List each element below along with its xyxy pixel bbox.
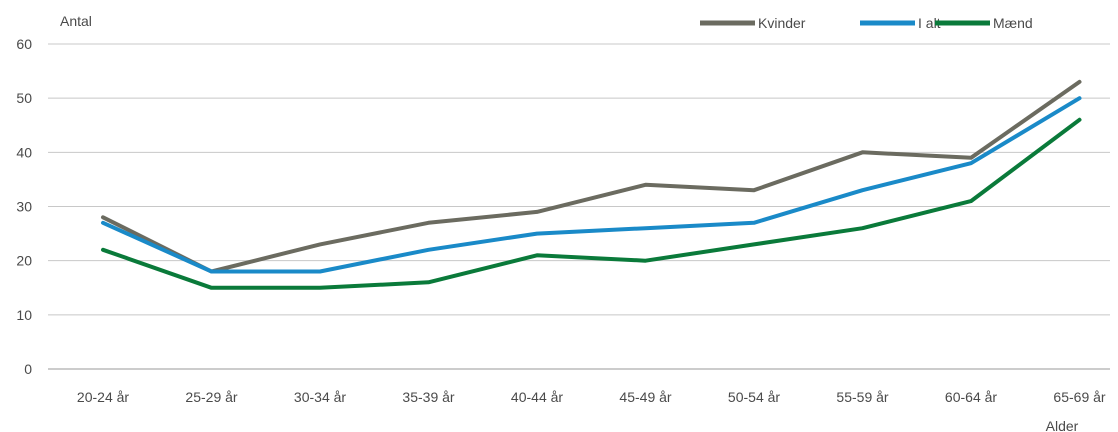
y-axis-ticks: 0 10 20 30 40 50 60 [16, 36, 32, 377]
series-lines [101, 79, 1082, 290]
x-tick-label: 60-64 år [945, 389, 997, 405]
y-tick-label: 20 [16, 253, 32, 269]
x-tick-label: 55-59 år [836, 389, 888, 405]
x-tick-label: 50-54 år [728, 389, 780, 405]
x-tick-label: 35-39 år [402, 389, 454, 405]
legend: Kvinder I alt Mænd [700, 15, 1033, 31]
y-tick-label: 50 [16, 90, 32, 106]
y-tick-label: 60 [16, 36, 32, 52]
y-tick-label: 30 [16, 199, 32, 215]
y-tick-label: 0 [24, 361, 32, 377]
x-tick-label: 30-34 år [294, 389, 346, 405]
x-axis-ticks: 20-24 år 25-29 år 30-34 år 35-39 år 40-44 år… [77, 389, 1106, 405]
y-tick-label: 40 [16, 144, 32, 160]
legend-label-mænd: Mænd [993, 15, 1033, 31]
x-tick-label: 25-29 år [185, 389, 237, 405]
legend-label-kvinder: Kvinder [758, 15, 806, 31]
x-tick-label: 20-24 år [77, 389, 129, 405]
y-tick-label: 10 [16, 307, 32, 323]
series-line-kvinder [101, 79, 1082, 274]
legend-label-i-alt: I alt [918, 15, 941, 31]
series-line-i-alt [101, 96, 1082, 274]
x-tick-label: 45-49 år [619, 389, 671, 405]
x-tick-label: 65-69 år [1053, 389, 1105, 405]
grid-lines [48, 43, 1110, 370]
x-tick-label: 40-44 år [511, 389, 563, 405]
x-axis-title: Alder [1046, 418, 1079, 432]
y-axis-title: Antal [60, 13, 92, 29]
series-line-mænd [101, 117, 1082, 290]
